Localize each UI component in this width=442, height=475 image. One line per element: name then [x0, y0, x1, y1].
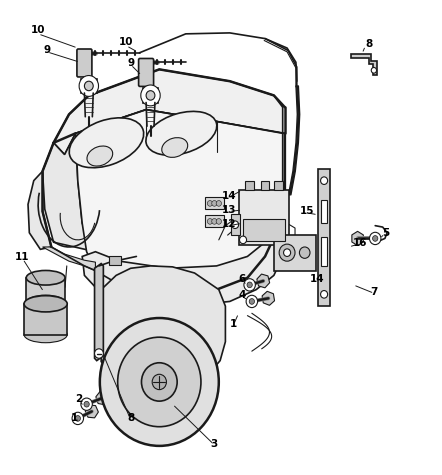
Text: 7: 7 — [371, 287, 378, 297]
Circle shape — [100, 318, 219, 446]
FancyBboxPatch shape — [77, 49, 92, 77]
Bar — [243, 219, 285, 241]
Bar — [143, 88, 158, 103]
Text: 8: 8 — [127, 413, 134, 423]
Polygon shape — [257, 274, 270, 288]
Circle shape — [207, 218, 213, 224]
Polygon shape — [351, 54, 377, 75]
Text: 12: 12 — [222, 219, 236, 229]
Bar — [274, 235, 316, 271]
Circle shape — [247, 282, 252, 288]
Ellipse shape — [24, 326, 67, 343]
Text: 10: 10 — [119, 38, 133, 48]
Circle shape — [249, 299, 255, 304]
Text: 3: 3 — [211, 438, 218, 448]
Circle shape — [279, 244, 295, 261]
Polygon shape — [42, 133, 95, 252]
Circle shape — [207, 200, 213, 206]
Text: 11: 11 — [15, 252, 29, 262]
Circle shape — [320, 291, 328, 298]
Polygon shape — [352, 231, 363, 246]
Circle shape — [232, 221, 239, 228]
Circle shape — [371, 67, 377, 73]
Text: 15: 15 — [300, 207, 314, 217]
Bar — [24, 304, 67, 334]
Bar — [109, 256, 122, 265]
FancyBboxPatch shape — [139, 58, 153, 86]
Circle shape — [118, 337, 201, 427]
Circle shape — [141, 85, 160, 106]
Circle shape — [216, 218, 221, 224]
Ellipse shape — [146, 112, 217, 155]
Circle shape — [79, 76, 99, 96]
Circle shape — [72, 412, 84, 425]
Circle shape — [212, 218, 217, 224]
Ellipse shape — [24, 295, 67, 312]
Ellipse shape — [69, 118, 144, 168]
Bar — [245, 180, 254, 190]
Polygon shape — [42, 247, 95, 271]
Circle shape — [299, 247, 310, 258]
Circle shape — [212, 200, 217, 206]
Text: 9: 9 — [127, 58, 134, 68]
Polygon shape — [95, 264, 103, 361]
Polygon shape — [53, 69, 283, 155]
Bar — [261, 180, 270, 190]
Circle shape — [95, 349, 103, 358]
Circle shape — [320, 177, 328, 184]
Circle shape — [141, 363, 177, 401]
Circle shape — [246, 295, 258, 308]
Circle shape — [240, 236, 247, 244]
Polygon shape — [85, 405, 99, 418]
Text: 10: 10 — [31, 25, 46, 35]
Text: 1: 1 — [230, 319, 237, 329]
Ellipse shape — [162, 138, 188, 157]
Circle shape — [81, 398, 92, 410]
Circle shape — [284, 249, 291, 256]
Text: 14: 14 — [221, 191, 236, 201]
Polygon shape — [101, 266, 225, 387]
Bar — [231, 214, 240, 235]
Ellipse shape — [26, 270, 65, 285]
Polygon shape — [76, 110, 283, 292]
Bar — [205, 215, 224, 227]
Bar — [320, 238, 327, 266]
Circle shape — [146, 91, 155, 100]
Circle shape — [373, 236, 378, 241]
Bar — [26, 278, 65, 303]
Ellipse shape — [26, 295, 65, 310]
Circle shape — [216, 200, 221, 206]
Text: 13: 13 — [222, 205, 236, 215]
Bar — [205, 197, 224, 209]
Polygon shape — [318, 169, 330, 306]
Text: 6: 6 — [239, 274, 246, 284]
Polygon shape — [82, 228, 283, 306]
Text: 8: 8 — [365, 39, 372, 49]
Bar — [239, 190, 290, 245]
Circle shape — [244, 279, 255, 291]
Circle shape — [370, 232, 381, 245]
Text: 2: 2 — [76, 394, 83, 405]
Bar — [81, 79, 97, 93]
Text: 1: 1 — [71, 413, 78, 423]
Circle shape — [84, 81, 93, 91]
Circle shape — [152, 374, 167, 390]
Polygon shape — [96, 391, 109, 405]
Text: 4: 4 — [239, 290, 246, 300]
Text: 9: 9 — [43, 46, 50, 56]
Polygon shape — [262, 291, 274, 305]
Text: 5: 5 — [383, 228, 390, 238]
Bar — [274, 180, 283, 190]
Circle shape — [75, 416, 80, 421]
Ellipse shape — [87, 146, 113, 166]
Polygon shape — [28, 171, 51, 249]
Text: 16: 16 — [353, 238, 367, 248]
Circle shape — [84, 401, 89, 407]
Bar — [320, 200, 327, 223]
Text: 14: 14 — [310, 274, 324, 284]
